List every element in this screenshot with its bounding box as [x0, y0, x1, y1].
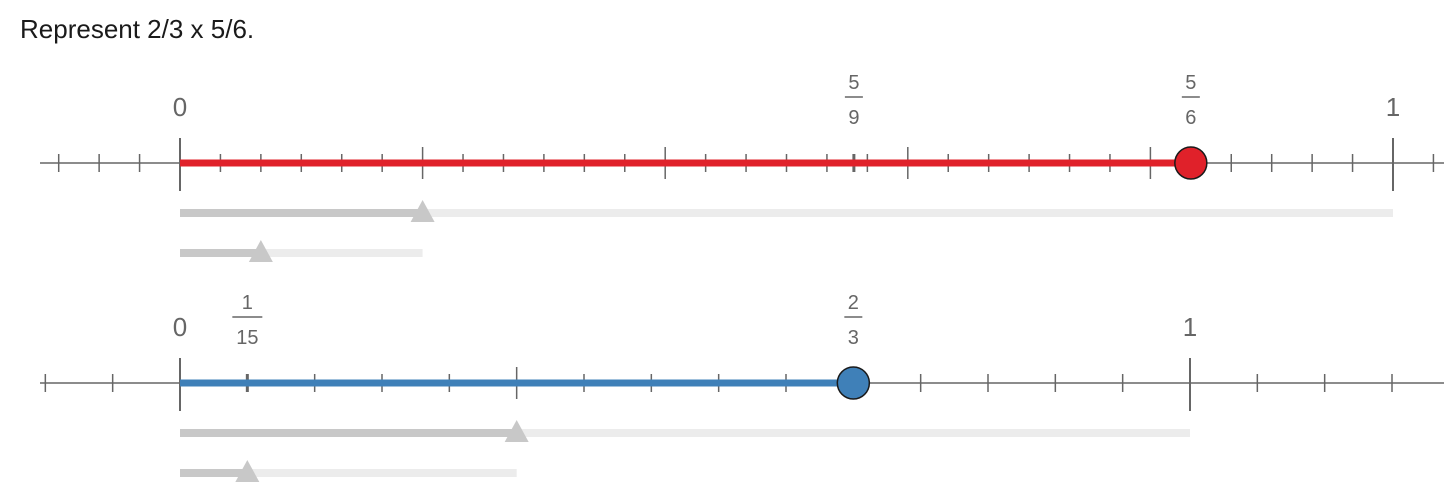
fraction-label: 1 15	[232, 292, 263, 349]
bottom-slider-1[interactable]	[180, 420, 1190, 442]
fraction-denominator: 3	[848, 327, 859, 349]
fraction-numerator: 5	[1185, 72, 1196, 94]
tick-label-0: 0	[173, 312, 187, 342]
tick-label-0: 0	[173, 92, 187, 122]
fraction-numerator: 1	[242, 292, 253, 314]
fraction-denominator: 6	[1185, 107, 1196, 129]
fraction-denominator: 15	[236, 327, 258, 349]
fraction-label: 59	[844, 72, 863, 129]
draggable-point-red[interactable]	[1174, 146, 1208, 180]
fraction-numerator: 5	[848, 72, 859, 94]
top-slider-1[interactable]	[180, 200, 1393, 222]
problem-prompt: Represent 2/3 x 5/6.	[20, 14, 255, 44]
bottom-slider-2[interactable]	[180, 460, 517, 482]
draggable-point-blue[interactable]	[836, 366, 871, 400]
slider-thumb-triangle-icon[interactable]	[248, 240, 273, 262]
slider-thumb-triangle-icon[interactable]	[504, 420, 529, 442]
fraction-denominator: 9	[848, 107, 859, 129]
tick-label-1: 1	[1183, 312, 1197, 342]
fraction-label: 56	[1181, 72, 1200, 129]
slider-thumb-triangle-icon[interactable]	[410, 200, 435, 222]
tick-label-1: 1	[1386, 92, 1400, 122]
top-slider-2[interactable]	[180, 240, 423, 262]
fraction-numerator: 2	[848, 292, 859, 314]
fraction-label: 23	[844, 292, 863, 349]
slider-thumb-triangle-icon[interactable]	[235, 460, 260, 482]
